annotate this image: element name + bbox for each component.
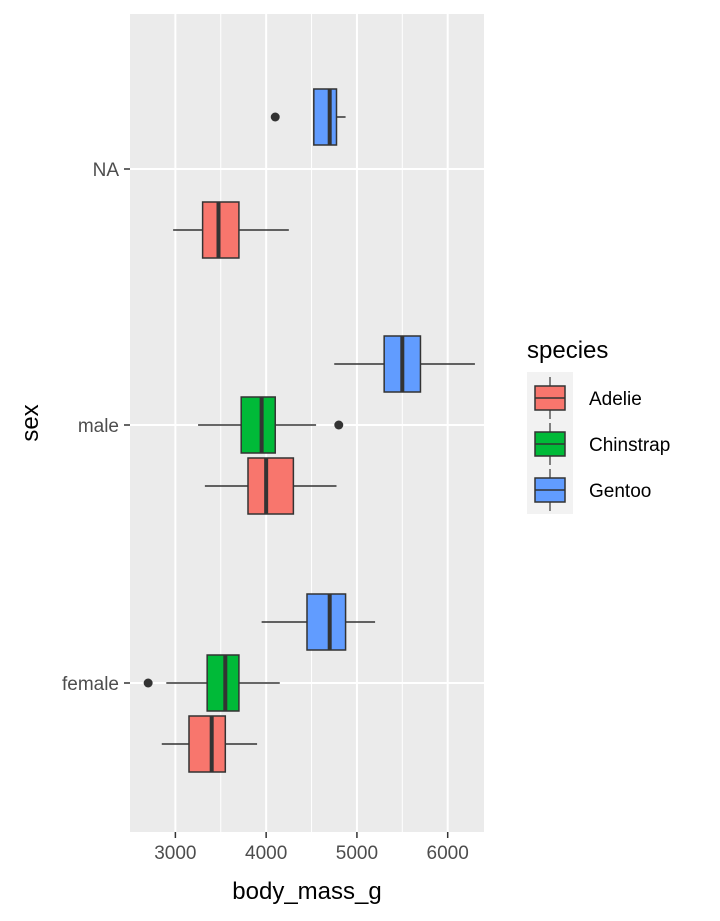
x-tick-label: 4000 <box>245 843 287 864</box>
box-adelie-male <box>204 457 337 515</box>
legend: species Adelie Chinstrap Gentoo <box>527 337 670 514</box>
x-tick-label: 3000 <box>154 843 196 864</box>
y-axis: female male NA <box>62 160 130 695</box>
legend-entry-gentoo: Gentoo <box>534 469 651 511</box>
box-gentoo-na <box>270 88 346 146</box>
box-chinstrap-female <box>143 654 280 712</box>
box-adelie-na <box>173 201 289 259</box>
legend-label: Chinstrap <box>589 435 670 456</box>
box-adelie-female <box>161 715 258 773</box>
legend-label: Gentoo <box>589 481 651 502</box>
y-tick-label: NA <box>93 160 120 181</box>
box-iqr <box>240 396 276 454</box>
box-iqr <box>313 88 338 146</box>
y-tick-label: male <box>78 416 119 437</box>
legend-title: species <box>527 337 608 364</box>
outlier-point <box>270 112 280 122</box>
x-axis: 3000 4000 5000 6000 <box>154 832 469 864</box>
outlier-point <box>143 678 153 688</box>
legend-entry-adelie: Adelie <box>534 377 642 419</box>
box-gentoo-female <box>261 593 376 651</box>
panel-background <box>130 14 484 832</box>
box-iqr <box>188 715 227 773</box>
boxplot-marks <box>143 88 475 773</box>
legend-entry-chinstrap: Chinstrap <box>534 423 670 465</box>
y-tick-label: female <box>62 674 119 695</box>
x-tick-label: 6000 <box>427 843 469 864</box>
legend-label: Adelie <box>589 389 642 410</box>
x-tick-label: 5000 <box>336 843 378 864</box>
y-axis-title: sex <box>17 404 44 441</box>
box-iqr <box>306 593 347 651</box>
x-axis-title: body_mass_g <box>232 878 381 905</box>
outlier-point <box>334 420 344 430</box>
box-iqr <box>247 457 295 515</box>
box-gentoo-male <box>334 335 475 393</box>
box-iqr <box>201 201 240 259</box>
box-iqr <box>206 654 240 712</box>
box-chinstrap-male <box>198 396 344 454</box>
